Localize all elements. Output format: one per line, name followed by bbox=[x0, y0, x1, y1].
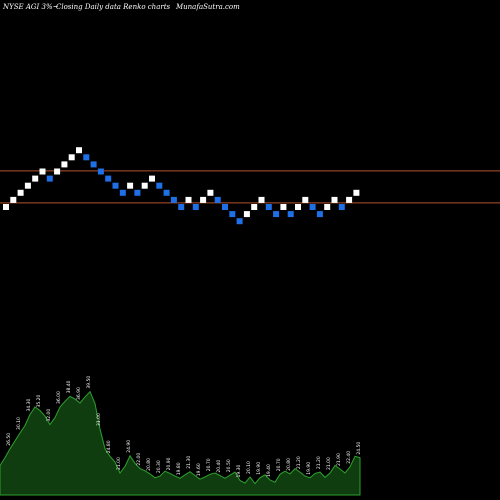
volume-label: 36.90 bbox=[76, 387, 82, 400]
volume-label: 38.40 bbox=[66, 380, 72, 393]
volume-label: 24.80 bbox=[106, 440, 112, 453]
volume-label: 20.90 bbox=[166, 457, 172, 470]
up-brick bbox=[295, 204, 301, 210]
up-brick bbox=[324, 204, 331, 210]
site-label: MunafaSutra.com bbox=[176, 3, 240, 11]
volume-label: 31.00 bbox=[96, 413, 102, 426]
up-brick bbox=[302, 196, 309, 203]
volume-label: 21.90 bbox=[336, 453, 342, 466]
volume-label: 21.20 bbox=[316, 456, 322, 469]
up-brick bbox=[280, 204, 287, 210]
down-brick bbox=[236, 218, 243, 225]
down-brick bbox=[309, 204, 316, 210]
down-brick bbox=[83, 154, 90, 161]
volume-label: 20.80 bbox=[146, 458, 152, 471]
volume-label: 21.30 bbox=[186, 456, 192, 469]
down-brick bbox=[90, 161, 97, 168]
volume-label: 35.20 bbox=[36, 394, 42, 407]
volume-label: 19.40 bbox=[266, 464, 272, 477]
volume-label: 20.10 bbox=[246, 461, 252, 474]
volume-labels: 23.70 26.50 30.10 34.30 35.20 32.00 36.00 38.40… bbox=[0, 376, 362, 478]
volume-area bbox=[0, 390, 361, 496]
volume-label: 32.00 bbox=[46, 409, 52, 422]
volume-label: 21.00 bbox=[326, 457, 332, 470]
up-brick bbox=[251, 204, 258, 210]
up-brick bbox=[76, 147, 82, 154]
renko-bricks bbox=[3, 147, 360, 225]
volume-label: 19.90 bbox=[256, 462, 262, 475]
volume-label: 19.80 bbox=[176, 462, 182, 475]
volume-label: 20.70 bbox=[276, 458, 282, 471]
volume-label: 22.00 bbox=[136, 453, 142, 466]
down-brick bbox=[97, 168, 104, 175]
chart-title: Closing Daily data Renko charts bbox=[56, 3, 171, 11]
volume-label: 30.10 bbox=[16, 417, 22, 430]
up-brick bbox=[61, 161, 68, 168]
down-brick bbox=[214, 196, 221, 203]
down-brick bbox=[134, 189, 141, 196]
volume-label: 20.70 bbox=[206, 458, 212, 471]
volume-label: 24.50 bbox=[356, 442, 362, 455]
down-brick bbox=[105, 175, 112, 182]
down-brick bbox=[163, 189, 170, 196]
reference-lines bbox=[0, 170, 500, 204]
volume-label: 21.20 bbox=[296, 456, 302, 469]
volume-label: 39.50 bbox=[86, 376, 92, 389]
up-brick bbox=[141, 182, 148, 189]
down-brick bbox=[287, 211, 294, 218]
ticker-label: NYSE AGI 3%~ bbox=[3, 3, 59, 11]
down-brick bbox=[192, 204, 199, 210]
up-brick bbox=[346, 196, 353, 203]
up-brick bbox=[185, 196, 192, 203]
up-brick bbox=[207, 189, 214, 196]
volume-label: 19.90 bbox=[306, 462, 312, 475]
volume-label: 20.50 bbox=[226, 459, 232, 472]
volume-label: 24.90 bbox=[126, 440, 132, 453]
up-brick bbox=[68, 154, 75, 161]
up-brick bbox=[127, 182, 134, 189]
volume-series bbox=[0, 390, 361, 496]
down-brick bbox=[229, 211, 236, 218]
volume-label: 22.40 bbox=[346, 451, 352, 464]
volume-label: 20.30 bbox=[156, 460, 162, 473]
up-brick bbox=[39, 168, 46, 175]
volume-label: 36.00 bbox=[56, 391, 62, 404]
up-brick bbox=[149, 175, 155, 182]
down-brick bbox=[265, 204, 272, 210]
volume-label: 34.30 bbox=[26, 398, 32, 411]
up-brick bbox=[54, 168, 61, 175]
down-brick bbox=[338, 204, 345, 210]
volume-label: 20.40 bbox=[216, 460, 222, 473]
up-brick bbox=[3, 204, 9, 210]
up-brick bbox=[200, 196, 207, 203]
up-brick bbox=[258, 196, 265, 203]
down-brick bbox=[222, 204, 228, 210]
volume-label: 20.80 bbox=[286, 458, 292, 471]
volume-label: 23.70 bbox=[0, 449, 2, 462]
down-brick bbox=[273, 211, 280, 218]
volume-label: 21.00 bbox=[116, 457, 122, 470]
up-brick bbox=[243, 211, 250, 218]
up-brick bbox=[32, 175, 39, 182]
down-brick bbox=[156, 182, 163, 189]
volume-label: 26.50 bbox=[6, 433, 12, 446]
up-brick bbox=[10, 196, 17, 203]
down-brick bbox=[119, 189, 126, 196]
up-brick bbox=[353, 189, 360, 196]
down-brick bbox=[112, 182, 119, 189]
up-brick bbox=[17, 189, 24, 196]
volume-label: 19.30 bbox=[236, 464, 242, 477]
down-brick bbox=[316, 211, 323, 218]
down-brick bbox=[46, 175, 53, 182]
down-brick bbox=[178, 204, 185, 210]
volume-label: 19.60 bbox=[196, 463, 202, 476]
down-brick bbox=[170, 196, 177, 203]
up-brick bbox=[24, 182, 31, 189]
up-brick bbox=[331, 196, 338, 203]
